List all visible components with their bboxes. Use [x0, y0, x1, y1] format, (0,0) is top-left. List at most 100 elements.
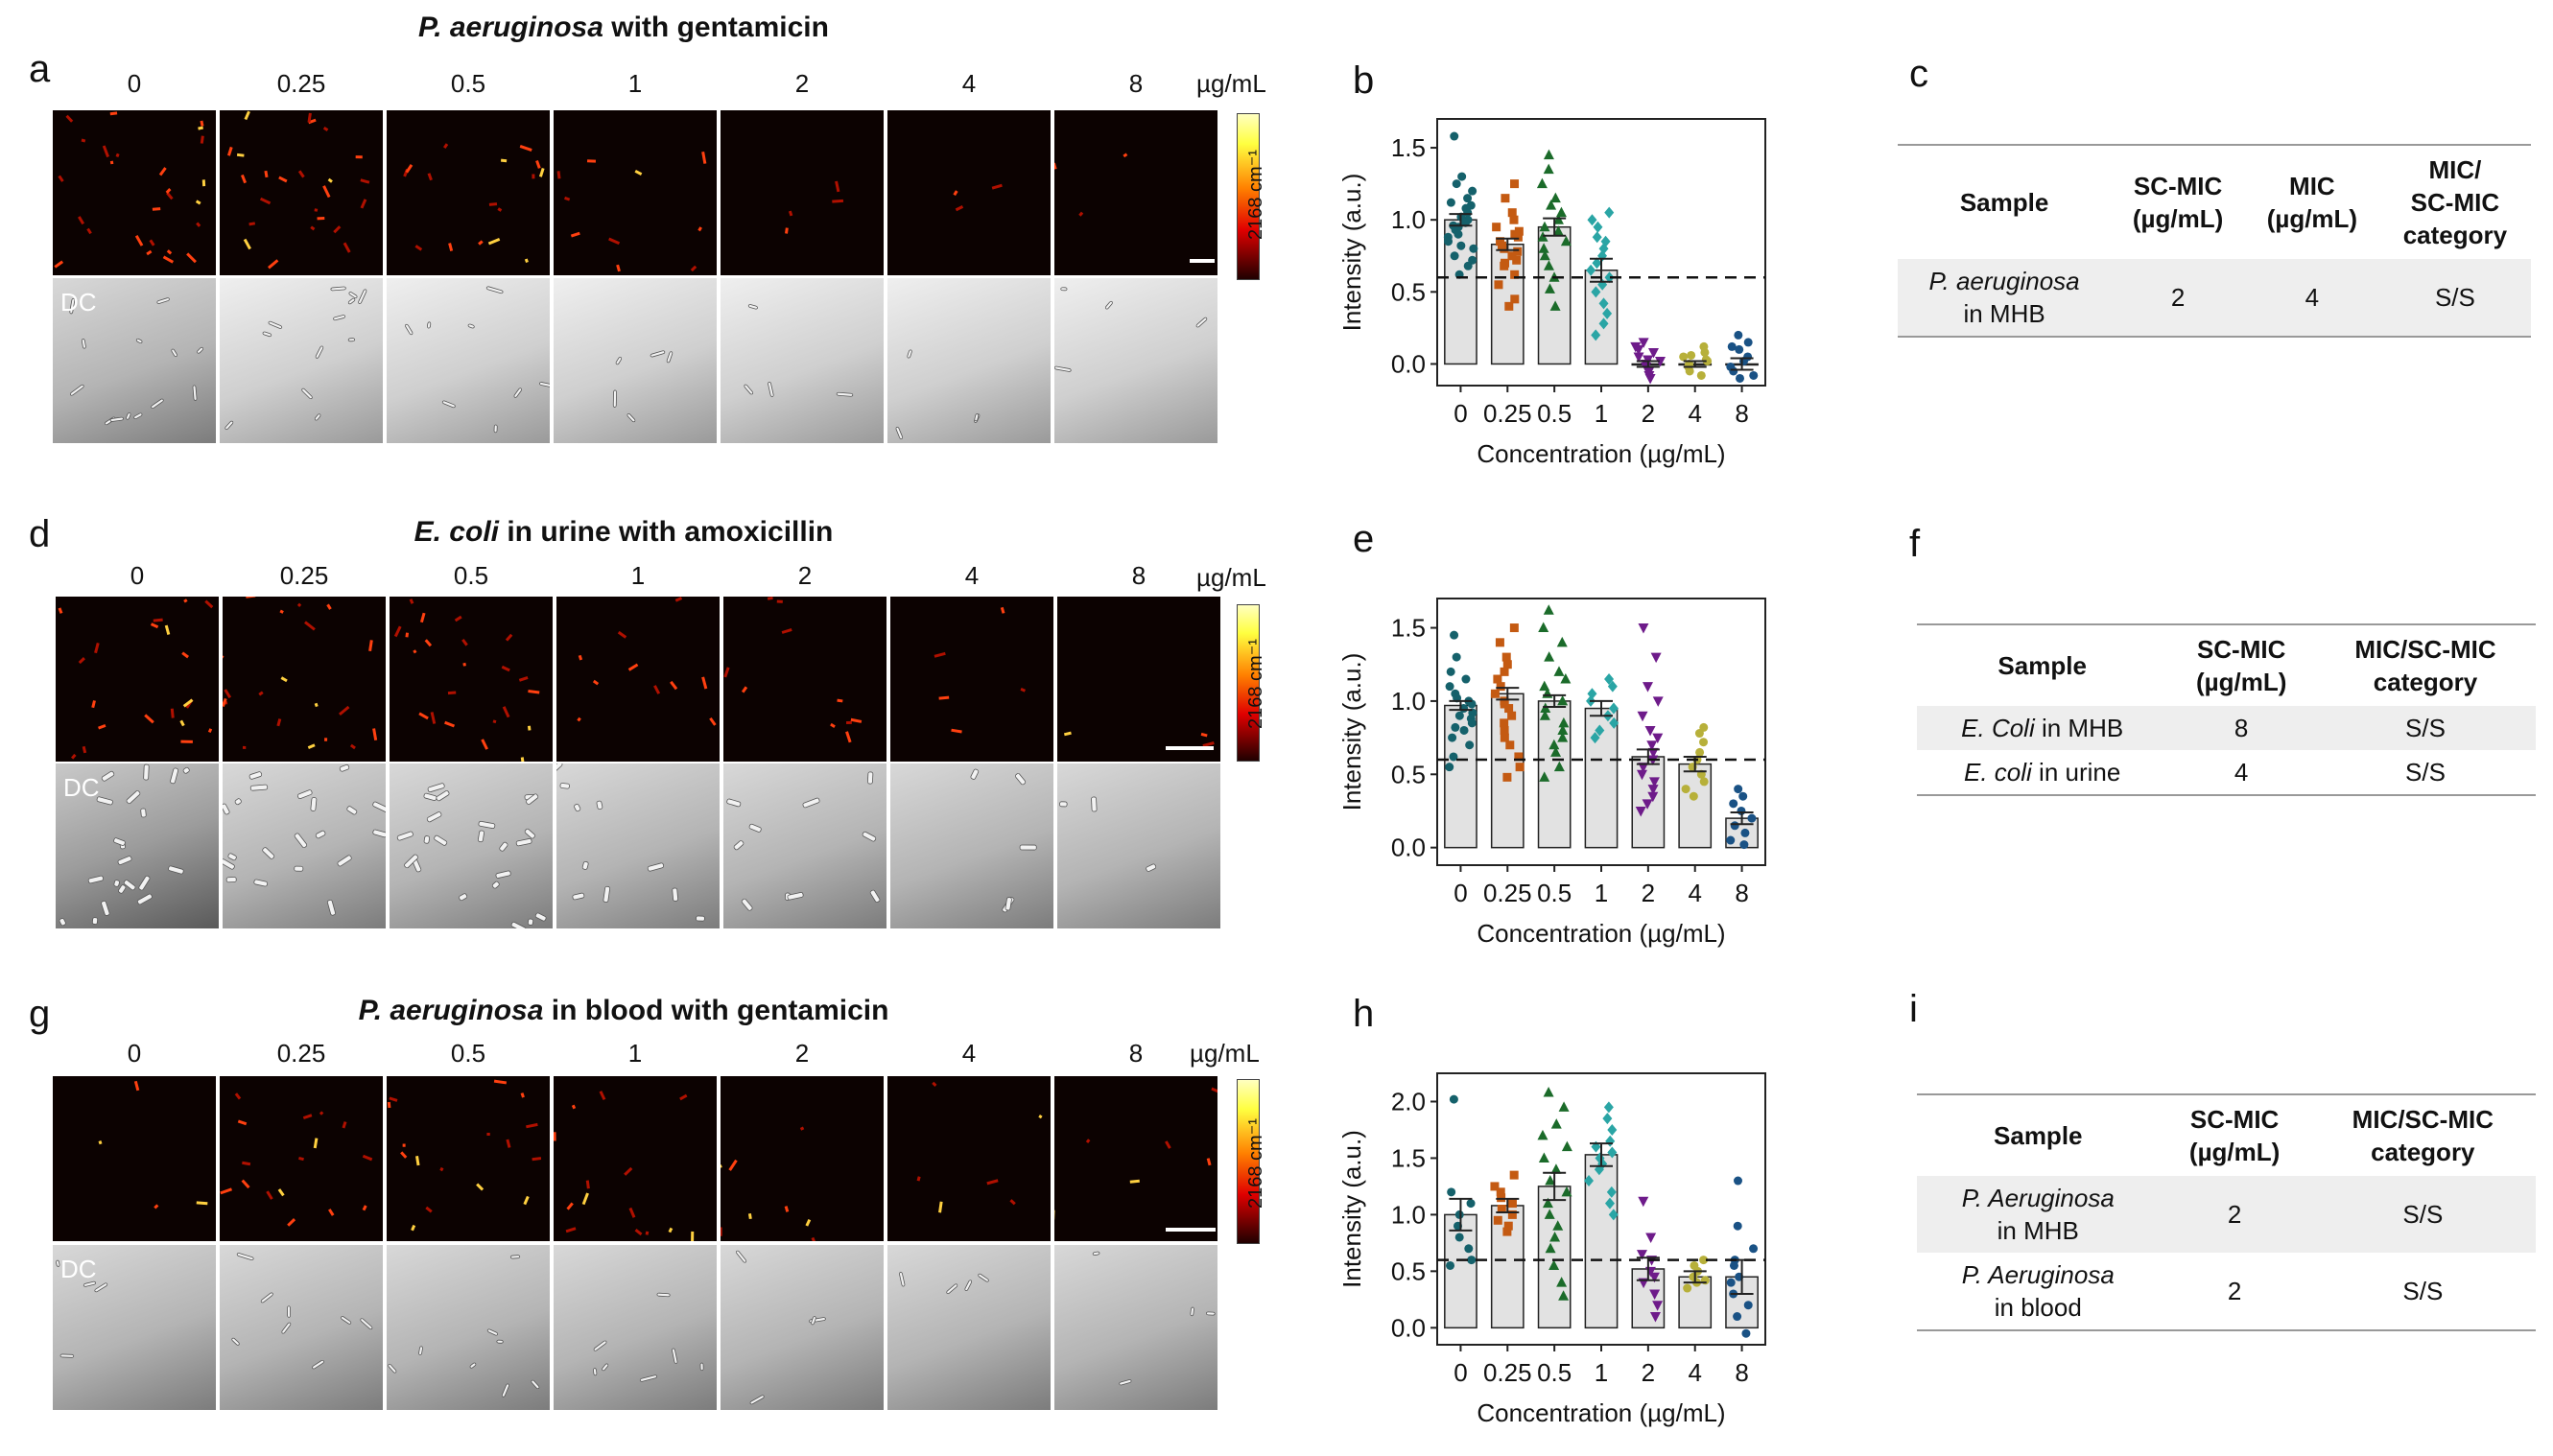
table-row: P. aeruginosa in MHB 2 4 S/S	[1898, 259, 2531, 337]
data-point	[1558, 1101, 1570, 1112]
panel-label-h: h	[1353, 993, 1375, 1035]
x-tick-label: 1	[1595, 1358, 1608, 1387]
data-point	[1543, 604, 1554, 615]
data-point	[1454, 1209, 1464, 1219]
data-point	[1558, 716, 1570, 728]
data-point	[1466, 1199, 1476, 1209]
data-point	[1652, 696, 1664, 707]
brightfield-image	[890, 763, 1053, 928]
data-point	[1642, 799, 1653, 810]
data-point	[1602, 307, 1613, 319]
data-point	[1500, 261, 1509, 270]
panel-label-c: c	[1909, 53, 1928, 95]
brightfield-image	[887, 278, 1051, 443]
concentration-label: 4	[964, 561, 980, 590]
raman-image	[387, 1076, 550, 1241]
brightfield-image	[723, 763, 886, 928]
data-point	[1463, 194, 1473, 203]
brightfield-image	[1054, 278, 1217, 443]
data-point	[1544, 651, 1555, 662]
column-header: Sample	[1997, 651, 2087, 680]
raman-image	[390, 597, 553, 762]
data-point	[1550, 1163, 1562, 1174]
x-tick-label: 0.5	[1537, 879, 1572, 907]
data-point	[1587, 214, 1597, 226]
data-point	[1454, 1233, 1464, 1242]
data-point	[1493, 674, 1502, 684]
sample-medium: in MHB	[1997, 1216, 2079, 1245]
data-point	[1586, 264, 1596, 276]
data-point	[1509, 215, 1519, 224]
data-point	[1607, 680, 1618, 693]
table-row: P. Aeruginosa in MHB 2 S/S	[1917, 1176, 2536, 1253]
scale-bar	[1166, 746, 1214, 750]
data-point	[1633, 352, 1644, 363]
data-point	[1734, 330, 1743, 340]
data-point	[1549, 300, 1561, 311]
data-point	[1735, 344, 1744, 354]
value-cell: 2	[2227, 1200, 2242, 1229]
data-point	[1497, 1193, 1506, 1203]
data-point	[1467, 718, 1477, 728]
data-point	[1727, 341, 1737, 351]
data-point	[1463, 261, 1473, 270]
y-tick-label: 0.0	[1391, 1313, 1426, 1342]
x-tick-label: 2	[1642, 879, 1655, 907]
data-point	[1604, 673, 1615, 686]
y-tick-label: 2.0	[1391, 1087, 1426, 1115]
brightfield-image	[387, 278, 550, 443]
data-point	[1743, 1301, 1753, 1310]
data-point	[1543, 260, 1554, 270]
data-point	[1696, 370, 1706, 380]
dc-label: DC	[60, 288, 97, 317]
brightfield-image	[220, 278, 383, 443]
data-point	[1500, 718, 1509, 728]
data-point	[1647, 347, 1659, 359]
table-header-row: Sample SC-MIC (µg/mL) MIC (µg/mL) MIC/SC-MIC c…	[1898, 145, 2531, 259]
concentration-label: 1	[627, 69, 643, 98]
data-point	[1729, 799, 1738, 809]
sample-organism: E. Coli	[1961, 714, 2035, 742]
data-point	[1449, 752, 1458, 762]
column-header: SC-MIC (µg/mL)	[2188, 1105, 2281, 1166]
data-point	[1450, 630, 1459, 640]
concentration-label: 0.5	[450, 1039, 486, 1068]
x-tick-label: 0.5	[1537, 1358, 1572, 1387]
data-point	[1556, 1277, 1568, 1287]
y-tick-label: 0.5	[1391, 277, 1426, 306]
data-point	[1650, 652, 1662, 664]
data-point	[1736, 373, 1745, 383]
x-tick-label: 0.25	[1483, 1358, 1532, 1387]
data-point	[1603, 1101, 1614, 1114]
data-point	[1510, 270, 1520, 279]
data-point	[1550, 1118, 1562, 1129]
data-point	[1555, 206, 1567, 218]
row-title: P. aeruginosa with gentamicin	[288, 12, 959, 44]
data-point	[1679, 352, 1689, 362]
data-point	[1683, 1283, 1692, 1293]
data-point	[1647, 747, 1659, 759]
y-tick-label: 0.5	[1391, 760, 1426, 788]
data-point	[1538, 1152, 1549, 1162]
table-header-row: Sample SC-MIC (µg/mL) MIC/SC-MIC category	[1917, 624, 2536, 706]
panel-label-d: d	[29, 513, 51, 555]
data-point	[1500, 244, 1509, 253]
y-tick-label: 1.5	[1391, 133, 1426, 162]
concentration-label: 8	[1128, 1039, 1144, 1068]
data-point	[1459, 725, 1469, 735]
data-point	[1681, 785, 1690, 794]
data-point	[1734, 785, 1743, 794]
data-point	[1553, 761, 1565, 772]
x-tick-label: 0.25	[1483, 399, 1532, 428]
data-point	[1465, 740, 1475, 750]
data-point	[1509, 623, 1519, 633]
data-point	[1496, 1187, 1505, 1197]
y-tick-label: 1.5	[1391, 614, 1426, 643]
data-point	[1490, 689, 1500, 698]
title-rest: in blood with gentamicin	[543, 995, 889, 1026]
data-point	[1492, 223, 1501, 232]
panel-label-i: i	[1909, 988, 1918, 1030]
data-point	[1591, 329, 1601, 341]
